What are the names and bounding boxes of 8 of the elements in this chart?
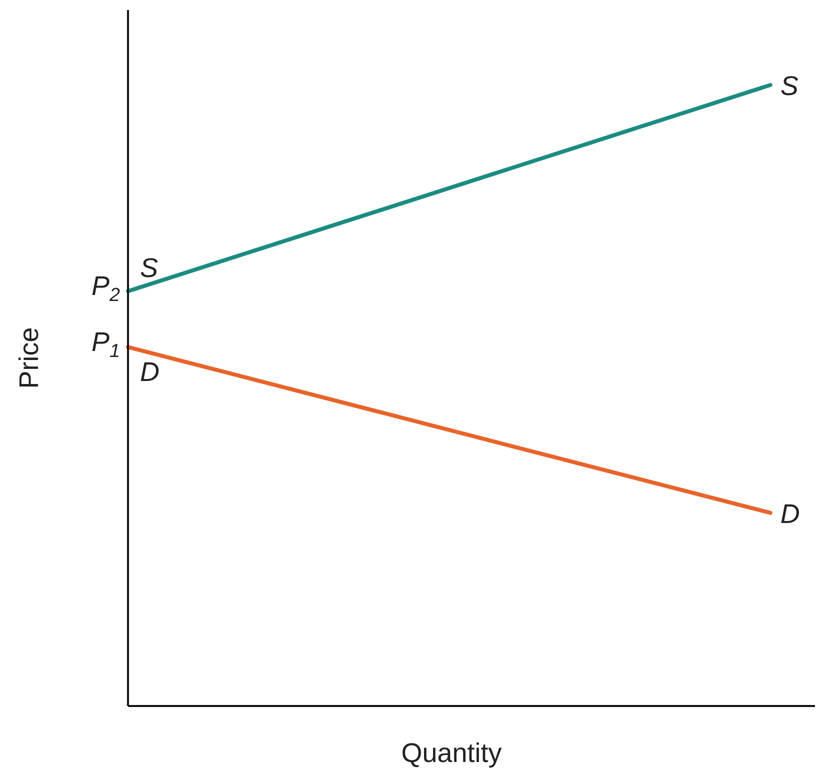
text: S — [780, 71, 798, 101]
text: D — [780, 498, 800, 529]
x-axis-title: Quantity — [401, 738, 502, 768]
series-label: D — [140, 357, 160, 388]
annotation: P$_{2}$ — [91, 271, 120, 306]
y-axis-title: Price — [14, 327, 44, 389]
annotation: P$_{1}$ — [91, 327, 120, 362]
series-label: S — [140, 253, 158, 284]
